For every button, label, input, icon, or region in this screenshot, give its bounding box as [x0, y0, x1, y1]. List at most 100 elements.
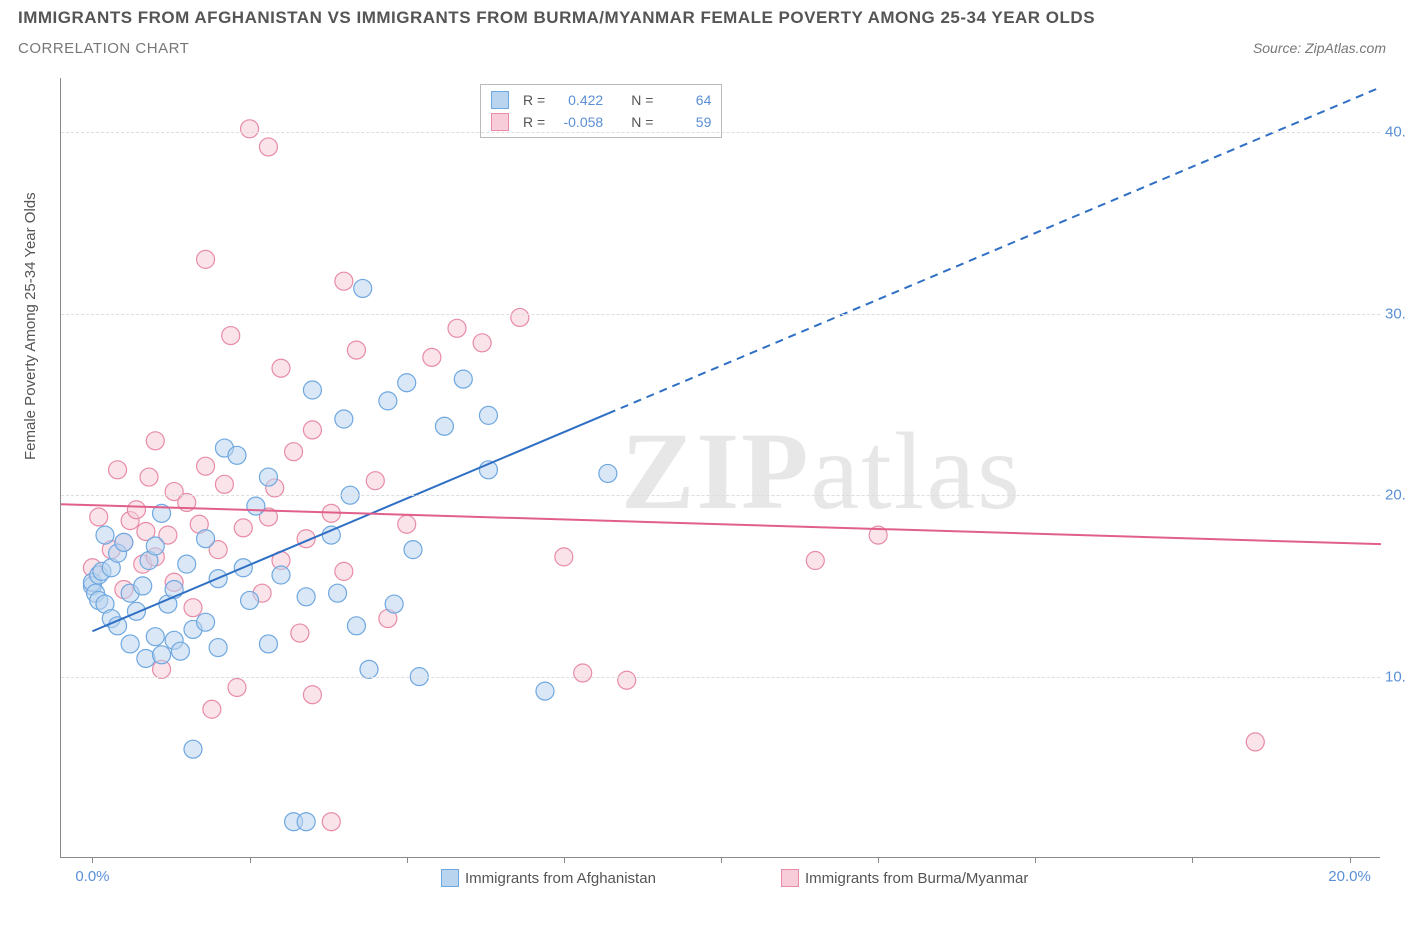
data-point-burma	[448, 319, 466, 337]
stat-N-value-burma: 59	[661, 111, 711, 133]
data-point-afghanistan	[385, 595, 403, 613]
data-point-afghanistan	[137, 649, 155, 667]
data-point-burma	[347, 341, 365, 359]
xtick	[564, 857, 565, 863]
data-point-burma	[423, 348, 441, 366]
data-point-afghanistan	[303, 381, 321, 399]
ytick-label: 30.0%	[1385, 305, 1406, 322]
data-point-afghanistan	[259, 468, 277, 486]
data-point-afghanistan	[178, 555, 196, 573]
data-point-burma	[241, 120, 259, 138]
data-point-burma	[806, 552, 824, 570]
stat-N-label: N =	[631, 89, 653, 111]
stat-N-value-afghanistan: 64	[661, 89, 711, 111]
legend-label-afghanistan: Immigrants from Afghanistan	[465, 870, 656, 887]
xtick	[721, 857, 722, 863]
data-point-burma	[127, 501, 145, 519]
data-point-burma	[511, 308, 529, 326]
data-point-afghanistan	[184, 740, 202, 758]
xtick	[878, 857, 879, 863]
data-point-afghanistan	[134, 577, 152, 595]
stats-legend-row-afghanistan: R = 0.422 N = 64	[491, 89, 711, 111]
data-point-afghanistan	[322, 526, 340, 544]
data-point-afghanistan	[454, 370, 472, 388]
data-point-burma	[303, 421, 321, 439]
data-point-burma	[366, 472, 384, 490]
bottom-legend-burma: Immigrants from Burma/Myanmar	[781, 869, 1028, 887]
data-point-burma	[398, 515, 416, 533]
legend-swatch-afghanistan	[441, 869, 459, 887]
data-point-burma	[228, 678, 246, 696]
ytick-label: 40.0%	[1385, 124, 1406, 141]
plot-area: ZIPatlas R =0.422N =64R =-0.058N =59 10.…	[60, 78, 1380, 858]
stat-R-value-burma: -0.058	[553, 111, 603, 133]
data-point-afghanistan	[241, 591, 259, 609]
data-point-burma	[303, 686, 321, 704]
data-point-afghanistan	[209, 639, 227, 657]
data-point-burma	[222, 327, 240, 345]
data-point-afghanistan	[228, 446, 246, 464]
stat-R-label: R =	[523, 89, 545, 111]
data-point-burma	[1246, 733, 1264, 751]
ytick-label: 10.0%	[1385, 668, 1406, 685]
data-point-afghanistan	[435, 417, 453, 435]
xtick	[92, 857, 93, 863]
y-axis-label: Female Poverty Among 25-34 Year Olds	[22, 192, 39, 460]
data-point-burma	[285, 443, 303, 461]
data-point-afghanistan	[599, 464, 617, 482]
xtick	[1035, 857, 1036, 863]
data-point-burma	[574, 664, 592, 682]
stats-legend: R = 0.422 N = 64R = -0.058 N = 59	[480, 84, 722, 138]
data-point-burma	[618, 671, 636, 689]
data-point-afghanistan	[297, 588, 315, 606]
chart-title: IMMIGRANTS FROM AFGHANISTAN VS IMMIGRANT…	[18, 8, 1095, 28]
data-point-afghanistan	[197, 530, 215, 548]
data-point-burma	[473, 334, 491, 352]
data-point-afghanistan	[247, 497, 265, 515]
gridline-h	[61, 314, 1380, 315]
data-point-burma	[335, 272, 353, 290]
ytick-label: 20.0%	[1385, 487, 1406, 504]
legend-swatch-burma	[781, 869, 799, 887]
data-point-afghanistan	[297, 813, 315, 831]
stat-R-value-afghanistan: 0.422	[553, 89, 603, 111]
data-point-burma	[184, 599, 202, 617]
data-point-afghanistan	[146, 537, 164, 555]
legend-swatch-afghanistan	[491, 91, 509, 109]
xtick	[1192, 857, 1193, 863]
data-point-afghanistan	[96, 526, 114, 544]
xtick	[1350, 857, 1351, 863]
data-point-afghanistan	[398, 374, 416, 392]
data-point-burma	[234, 519, 252, 537]
data-point-afghanistan	[379, 392, 397, 410]
data-point-burma	[203, 700, 221, 718]
xtick-label: 20.0%	[1328, 868, 1371, 885]
data-point-afghanistan	[272, 566, 290, 584]
data-point-burma	[140, 468, 158, 486]
data-point-afghanistan	[347, 617, 365, 635]
gridline-h	[61, 495, 1380, 496]
data-point-burma	[322, 813, 340, 831]
gridline-h	[61, 132, 1380, 133]
trendline-burma	[61, 504, 1381, 544]
data-point-afghanistan	[153, 646, 171, 664]
data-point-burma	[291, 624, 309, 642]
data-point-burma	[215, 475, 233, 493]
gridline-h	[61, 677, 1380, 678]
source-label: Source: ZipAtlas.com	[1253, 40, 1386, 56]
data-point-burma	[90, 508, 108, 526]
trendline-afghanistan	[92, 414, 607, 632]
xtick-label: 0.0%	[75, 868, 109, 885]
data-point-afghanistan	[146, 628, 164, 646]
data-point-afghanistan	[354, 279, 372, 297]
data-point-afghanistan	[121, 635, 139, 653]
data-point-afghanistan	[115, 533, 133, 551]
data-point-afghanistan	[109, 617, 127, 635]
trendline-dashed-afghanistan	[608, 87, 1381, 414]
data-point-burma	[272, 359, 290, 377]
data-point-afghanistan	[335, 410, 353, 428]
data-point-burma	[259, 138, 277, 156]
legend-label-burma: Immigrants from Burma/Myanmar	[805, 870, 1028, 887]
data-point-burma	[335, 562, 353, 580]
data-point-afghanistan	[171, 642, 189, 660]
